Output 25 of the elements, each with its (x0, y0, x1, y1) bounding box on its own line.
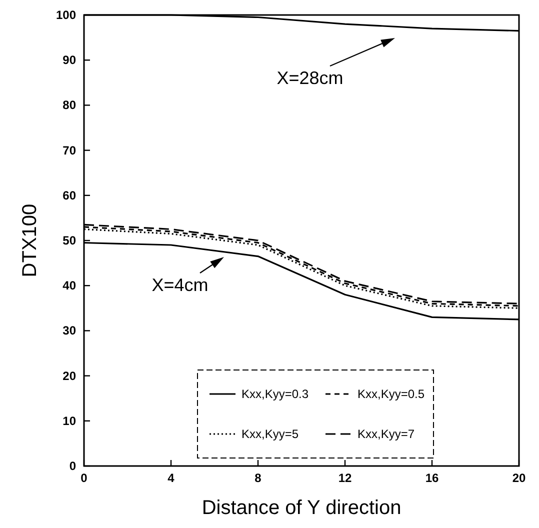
y-tick-label: 100 (56, 8, 76, 22)
y-tick-label: 0 (69, 459, 76, 473)
x-axis-title: Distance of Y direction (202, 497, 402, 519)
y-tick-label: 10 (62, 414, 76, 428)
y-axis-title: DTX100 (19, 204, 41, 278)
x-tick-label: 8 (254, 471, 262, 485)
x-tick-label: 20 (512, 471, 526, 485)
legend-label: Kxx,Kyy=0.5 (358, 387, 425, 401)
x-tick-label: 12 (338, 471, 352, 485)
x-tick-label: 0 (80, 471, 88, 485)
y-tick-label: 70 (62, 143, 76, 158)
y-tick-label: 30 (62, 324, 76, 338)
legend-label: Kxx,Kyy=5 (242, 427, 299, 441)
annotation: X=28cm (276, 68, 344, 88)
annotation: X=4cm (152, 275, 208, 295)
y-tick-label: 90 (62, 53, 76, 68)
legend-label: Kxx,Kyy=0.3 (242, 387, 309, 401)
x-tick-label: 4 (168, 471, 175, 485)
y-tick-label: 50 (62, 234, 76, 248)
y-tick-label: 40 (62, 278, 76, 293)
x-tick-label: 16 (425, 471, 439, 485)
y-tick-label: 20 (62, 368, 76, 383)
legend-label: Kxx,Kyy=7 (358, 427, 415, 441)
y-tick-label: 80 (62, 98, 76, 112)
y-tick-label: 60 (62, 188, 76, 202)
